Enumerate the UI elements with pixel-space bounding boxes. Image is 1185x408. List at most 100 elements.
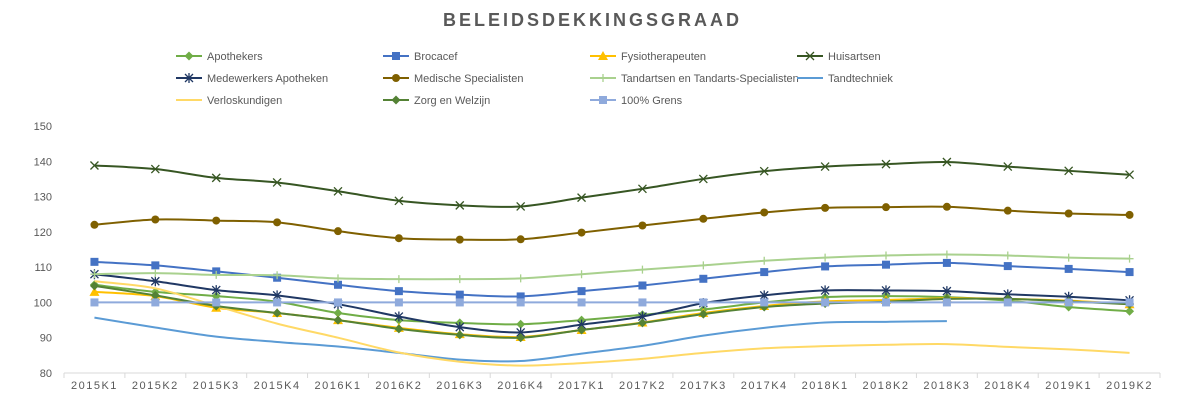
data-point-square — [1125, 268, 1134, 277]
chart-title: BELEIDSDEKKINGSGRAAD — [442, 10, 743, 30]
x-tick-label: 2018K3 — [923, 380, 970, 392]
legend-label: Medische Specialisten — [414, 73, 523, 85]
legend-label: Verloskundigen — [207, 95, 282, 107]
legend-item-medewerkers-apotheken: Medewerkers Apotheken — [176, 73, 328, 85]
data-point-square — [334, 280, 342, 289]
x-tick-label: 2018K2 — [863, 380, 910, 392]
data-point-diamond — [577, 325, 587, 335]
series-verloskundigen — [94, 280, 1130, 367]
data-point-square — [638, 281, 647, 290]
data-point-circle — [273, 218, 282, 227]
data-point-square — [516, 298, 525, 307]
y-tick-label: 80 — [40, 368, 52, 380]
x-tick-label: 2016K2 — [375, 380, 422, 392]
data-point-x — [637, 184, 647, 194]
data-point-x — [1003, 162, 1013, 172]
series-lines — [89, 157, 1135, 367]
y-tick-label: 150 — [34, 121, 52, 133]
data-point-square — [882, 260, 890, 269]
legend-item-tandtechniek: Tandtechniek — [797, 73, 893, 85]
data-point-circle — [1003, 206, 1012, 215]
data-point-square — [151, 298, 160, 307]
data-point-diamond — [150, 290, 160, 300]
legend-label: Huisartsen — [828, 51, 881, 63]
data-point-diamond — [1125, 306, 1135, 316]
data-point-circle — [516, 235, 525, 244]
data-point-square — [394, 287, 403, 296]
data-point-plus — [699, 261, 708, 270]
data-point-square — [821, 298, 830, 307]
y-tick-label: 120 — [34, 227, 52, 239]
data-point-square — [334, 298, 342, 307]
series-line — [94, 260, 1130, 298]
data-point-circle — [760, 208, 769, 217]
series-brocacef — [90, 257, 1134, 301]
data-point-x — [820, 162, 830, 172]
data-point-star — [881, 285, 891, 296]
data-point-circle — [699, 214, 708, 223]
series-line — [94, 316, 947, 363]
data-point-circle — [577, 228, 586, 237]
data-point-plus — [455, 275, 464, 284]
x-tick-label: 2019K2 — [1106, 380, 1153, 392]
legend-label: Medewerkers Apotheken — [207, 73, 328, 85]
data-point-x — [881, 159, 891, 169]
data-point-plus — [577, 270, 586, 279]
data-point-square — [90, 298, 99, 307]
data-point-circle — [1125, 210, 1134, 219]
x-tick-label: 2019K1 — [1045, 380, 1092, 392]
legend-item-medische-specialisten: Medische Specialisten — [383, 73, 523, 85]
legend-item-100-grens: 100% Grens — [590, 95, 683, 107]
data-point-square — [942, 298, 951, 307]
data-point-star — [184, 73, 194, 83]
data-point-circle — [151, 215, 160, 224]
data-point-square — [942, 258, 951, 267]
series-tandtechniek — [94, 316, 947, 363]
x-tick-label: 2016K4 — [497, 380, 544, 392]
data-point-circle — [334, 227, 342, 236]
data-point-diamond — [637, 318, 647, 328]
data-point-plus — [638, 265, 647, 274]
legend-label: Fysiotherapeuten — [621, 51, 706, 63]
data-point-square — [1125, 298, 1134, 307]
data-point-square — [212, 298, 221, 307]
data-point-square — [455, 298, 464, 307]
data-point-x — [394, 196, 404, 206]
data-point-circle — [942, 202, 951, 211]
legend-item-fysiotherapeuten: Fysiotherapeuten — [590, 51, 706, 63]
series-huisartsen — [89, 157, 1135, 211]
data-point-plus — [882, 251, 890, 260]
series-line — [94, 160, 1130, 208]
data-point-square — [577, 287, 586, 296]
data-point-circle — [392, 74, 400, 82]
data-point-plus — [760, 256, 769, 265]
data-point-square — [699, 298, 708, 307]
legend-label: Tandartsen en Tandarts-Specialisten — [621, 73, 799, 85]
data-point-x — [1064, 166, 1074, 176]
data-point-x — [211, 173, 221, 183]
data-point-diamond — [89, 281, 99, 291]
data-point-diamond — [455, 330, 465, 340]
legend-label: Zorg en Welzijn — [414, 95, 490, 107]
data-point-square — [821, 262, 830, 271]
data-point-diamond — [391, 95, 401, 105]
series-line — [94, 283, 1130, 326]
x-tick-label: 2016K3 — [436, 380, 483, 392]
data-point-square — [151, 261, 160, 270]
data-point-square — [1003, 262, 1012, 271]
data-point-triangle — [89, 286, 100, 296]
series-tandartsen-en-tandarts-specialisten — [90, 250, 1134, 284]
data-point-diamond — [516, 333, 526, 343]
data-point-diamond — [516, 319, 526, 329]
data-point-square — [638, 298, 647, 307]
y-tick-label: 100 — [34, 297, 52, 309]
data-point-square — [577, 298, 586, 307]
data-point-triangle — [598, 51, 608, 60]
data-point-square — [90, 257, 99, 266]
data-point-circle — [90, 220, 99, 229]
x-tick-label: 2016K1 — [315, 380, 362, 392]
data-point-circle — [455, 235, 464, 244]
data-point-plus — [212, 270, 221, 279]
legend-label: 100% Grens — [621, 95, 683, 107]
